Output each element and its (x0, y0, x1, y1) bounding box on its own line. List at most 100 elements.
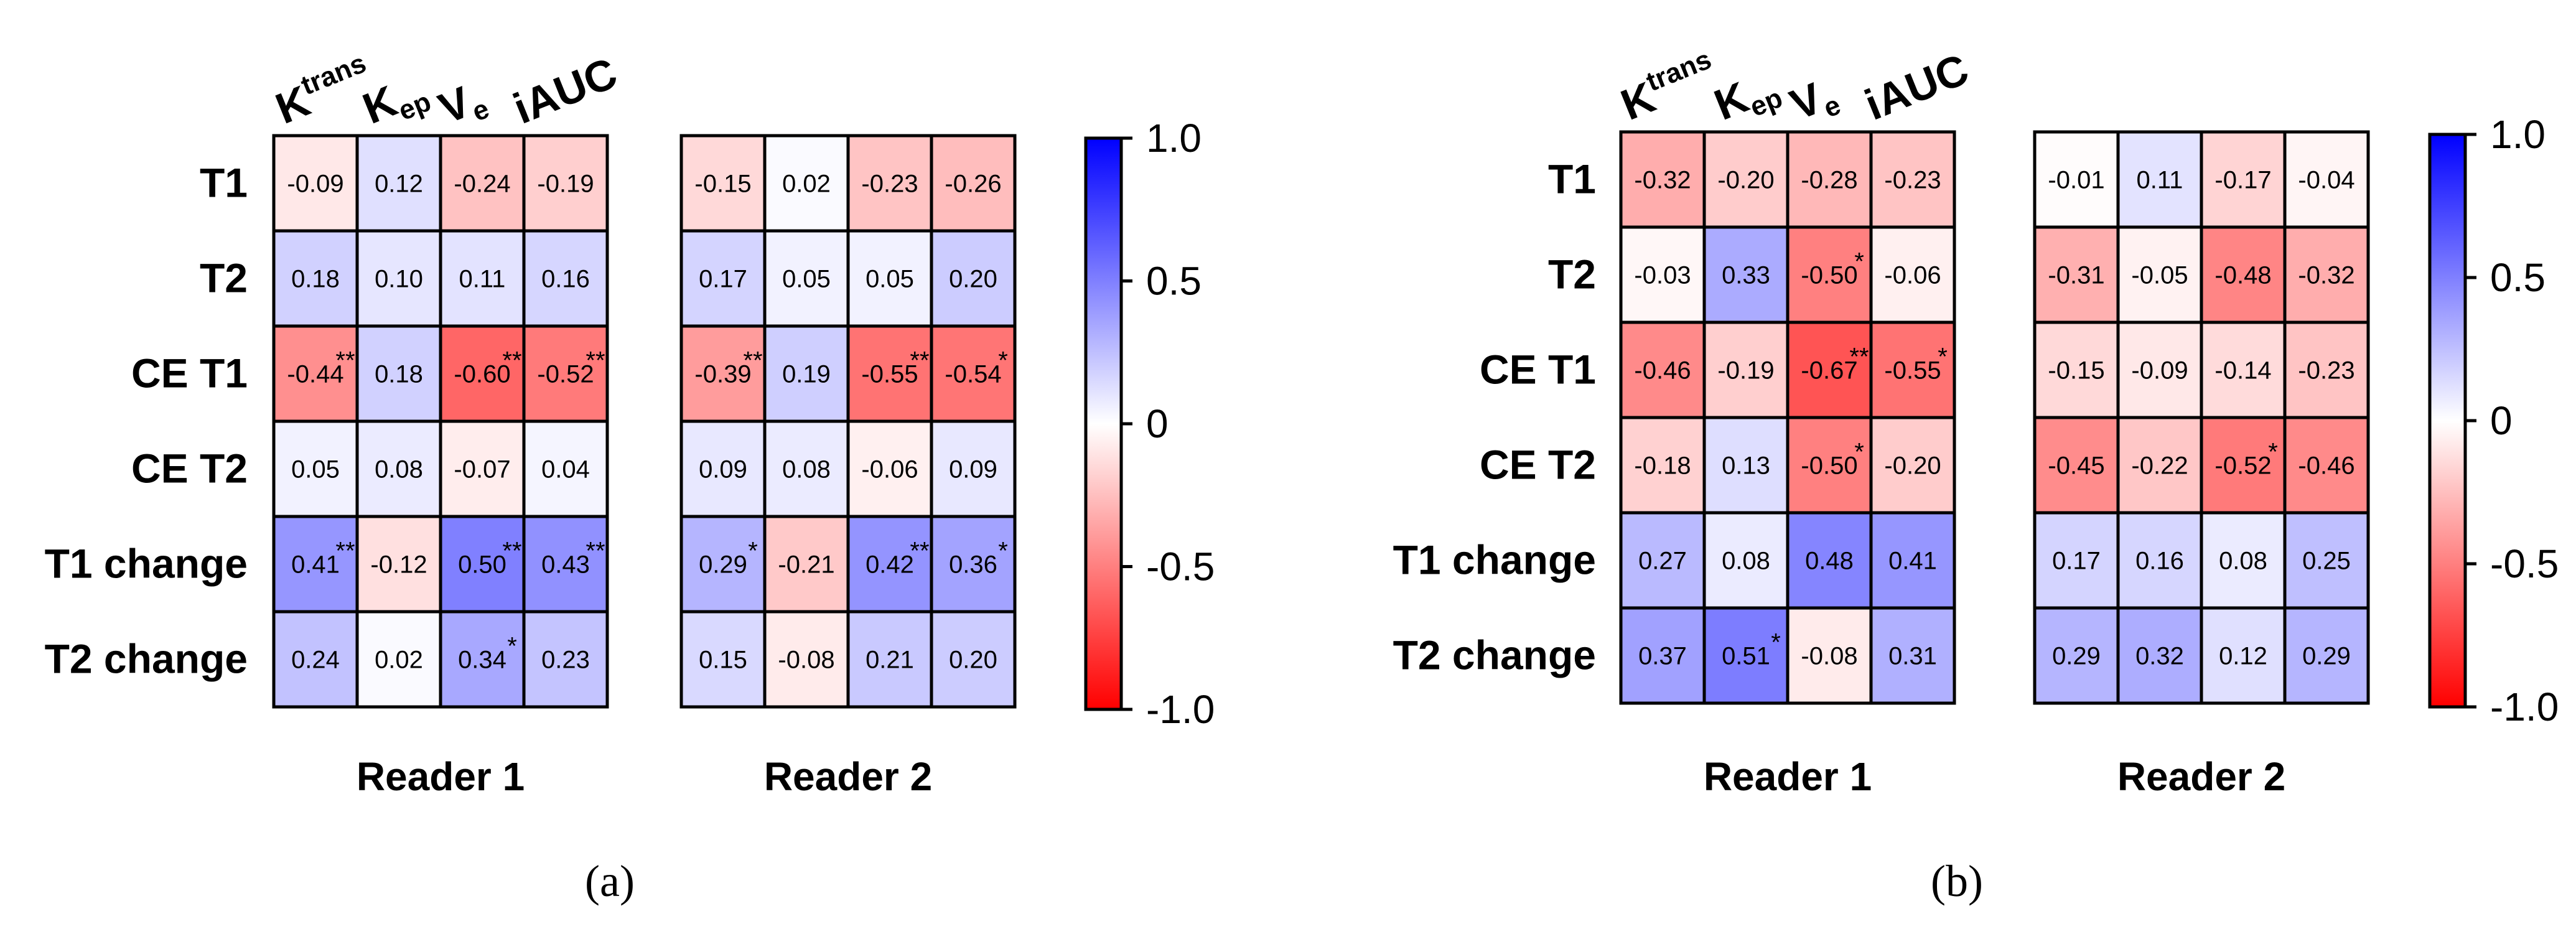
significance-marker: * (1854, 248, 1864, 276)
cell-value-label: -0.22 (2131, 452, 2188, 480)
cell-value-label: -0.55 (1884, 357, 1941, 385)
cell-value-label: 0.12 (375, 171, 423, 198)
heatmap-cell (2283, 511, 2370, 610)
cell-value-label: 0.24 (291, 647, 340, 674)
cell-value-label: -0.19 (1717, 357, 1774, 385)
heatmap-cell (2116, 606, 2203, 705)
cell-value-label: 0.19 (782, 361, 831, 388)
heatmap-cell (930, 610, 1017, 709)
heatmap-grid-reader-2: -0.01 0.11 -0.17 -0.04 -0.31 -0.05 -0.48 -0.32 -… (2033, 130, 2370, 705)
row-label: CE T1 (131, 350, 248, 396)
colorbar-tick-label: -1.0 (1146, 687, 1215, 732)
cell-value-label: -0.15 (694, 171, 751, 198)
heatmap-cell (930, 419, 1017, 518)
panel-b: T1 T2 CE T1 CE T2 T1 change T2 change KtransKe… (1393, 44, 2559, 906)
heatmap-cell (2200, 225, 2287, 324)
cell-value-label: -0.20 (1884, 452, 1941, 480)
cell-value-label: -0.12 (370, 551, 427, 579)
heatmap-cell (522, 515, 609, 614)
cell-value-label: -0.06 (1884, 262, 1941, 289)
heatmap-cell (2033, 416, 2120, 515)
cell-value-label: -0.19 (537, 171, 594, 198)
heatmap-cell (1786, 606, 1873, 705)
cell-value-label: 0.29 (2052, 643, 2101, 670)
column-label: Ktrans (1613, 44, 1724, 129)
cell-value-label: -0.52 (2214, 452, 2271, 480)
heatmap-cell (679, 229, 767, 328)
cell-value-label: -0.50 (1801, 262, 1857, 289)
cell-value-label: -0.32 (1634, 167, 1691, 194)
row-label: T2 (200, 255, 248, 301)
significance-marker: ** (1849, 343, 1869, 371)
cell-value-label: -0.45 (2048, 452, 2104, 480)
heatmap-cell (1869, 320, 1956, 419)
cell-value-label: 0.36 (949, 551, 997, 579)
cell-value-label: -0.39 (694, 361, 751, 388)
heatmap-cell (763, 324, 850, 423)
column-label: Kep (1707, 60, 1786, 134)
heatmap-cell (2200, 511, 2287, 610)
cell-value-label: 0.16 (2135, 548, 2184, 575)
heatmap-grid-reader-1: -0.32 -0.20 -0.28 -0.23-0.03 0.33 -0.50* -0.06… (1619, 130, 1956, 705)
significance-marker: * (2268, 439, 2278, 466)
significance-marker: ** (586, 538, 605, 565)
row-label: T1 (200, 160, 248, 206)
cell-value-label: -0.23 (861, 171, 918, 198)
cell-value-label: -0.31 (2048, 262, 2104, 289)
row-label: CE T2 (131, 446, 248, 492)
heatmap-cell (2283, 416, 2370, 515)
significance-marker: * (1771, 629, 1781, 656)
colorbar-tick-label: 0 (2490, 398, 2513, 443)
cell-value-label: 0.12 (2219, 643, 2267, 670)
cell-value-label: 0.29 (699, 551, 747, 579)
heatmap-cell (930, 324, 1017, 423)
heatmap-cell (763, 610, 850, 709)
heatmap-cell (846, 610, 933, 709)
significance-marker: ** (502, 347, 521, 375)
cell-value-label: 0.32 (2135, 643, 2184, 670)
heatmap-cell (439, 324, 526, 423)
cell-value-label: -0.26 (945, 171, 1001, 198)
colorbar (2428, 133, 2467, 709)
cell-value-label: 0.16 (541, 266, 590, 293)
cell-value-label: 0.04 (541, 456, 590, 484)
cell-value-label: -0.23 (1884, 167, 1941, 194)
cell-value-label: 0.20 (949, 266, 997, 293)
reader-label: Reader 2 (2117, 754, 2285, 799)
cell-value-label: 0.29 (2302, 643, 2351, 670)
heatmap-cell (2033, 606, 2120, 705)
cell-value-label: -0.48 (2214, 262, 2271, 289)
cell-value-label: 0.02 (782, 171, 831, 198)
row-label: T2 change (1393, 632, 1596, 678)
significance-marker: ** (335, 538, 355, 565)
heatmap-cell (930, 515, 1017, 614)
heatmap-cell (355, 610, 442, 709)
cell-value-label: 0.08 (2219, 548, 2267, 575)
cell-value-label: 0.05 (291, 456, 340, 484)
heatmap-cell (1786, 416, 1873, 515)
heatmap-cell (2200, 606, 2287, 705)
cell-value-label: -0.60 (454, 361, 510, 388)
colorbar-tick-label: 0 (1146, 401, 1169, 446)
reader-label: Reader 2 (764, 754, 932, 799)
cell-value-label: 0.09 (699, 456, 747, 484)
column-label: iAUC (1858, 44, 1975, 129)
heatmap-cell (763, 515, 850, 614)
heatmap-cell (272, 134, 359, 233)
significance-marker: * (748, 538, 758, 565)
cell-value-label: -0.14 (2214, 357, 2271, 385)
cell-value-label: 0.41 (291, 551, 340, 579)
cell-value-label: 0.17 (2052, 548, 2101, 575)
heatmap-cell (1702, 511, 1790, 610)
cell-value-label: -0.08 (778, 647, 834, 674)
reader-label: Reader 1 (1704, 754, 1872, 799)
cell-value-label: -0.54 (945, 361, 1001, 388)
cell-value-label: 0.11 (2137, 167, 2183, 194)
heatmap-cell (272, 324, 359, 423)
cell-value-label: 0.18 (291, 266, 340, 293)
cell-value-label: 0.05 (866, 266, 914, 293)
heatmap-cell (439, 229, 526, 328)
significance-marker: * (507, 633, 517, 660)
